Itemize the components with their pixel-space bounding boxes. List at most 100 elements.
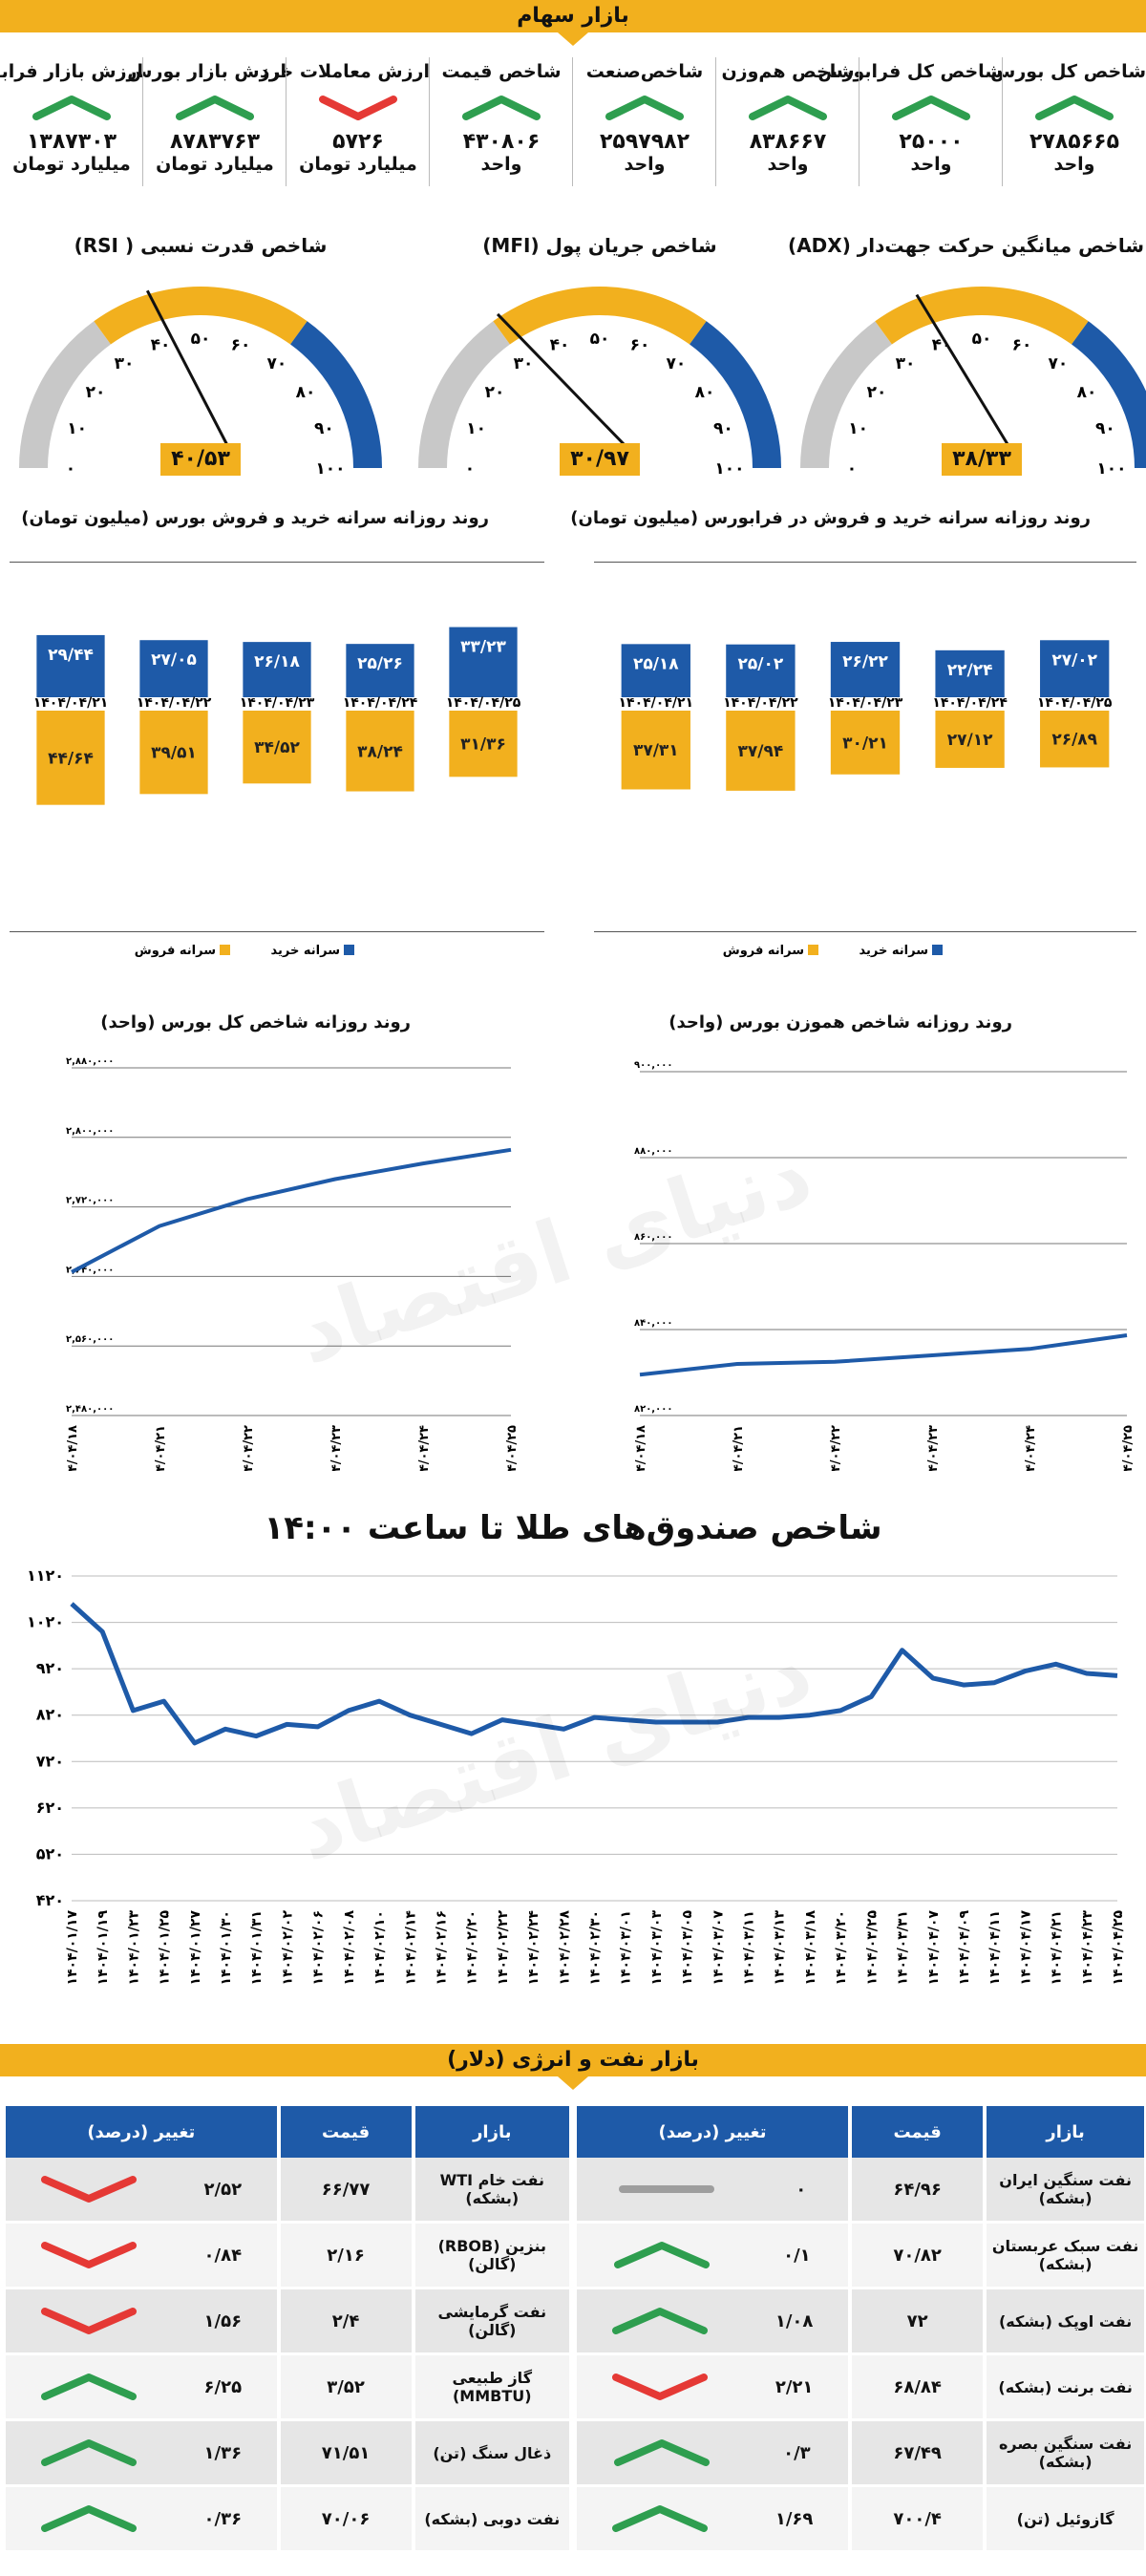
y-tick-label: ۲,۷۲۰,۰۰۰ <box>66 1196 114 1206</box>
gauge-high-zone <box>690 321 781 468</box>
y-tick-label: ۴۲۰ <box>36 1891 64 1909</box>
gauge-tick-label: ۳۰ <box>514 354 534 373</box>
category-label: ۱۴۰۴/۰۴/۲۵ <box>446 695 521 711</box>
buy-bar-label: ۳۳/۲۳ <box>460 638 506 657</box>
price-cell: ۷۰/۸۲ <box>848 2224 984 2289</box>
gauge-tick-label: ۷۰ <box>667 354 687 373</box>
stat-label: شاخص‌صنعت <box>585 61 704 82</box>
x-tick-label: ۱۴۰۴/۰۲/۲۸ <box>557 1910 572 1986</box>
change-value: ۲/۲۱ <box>775 2376 814 2397</box>
sell-bar <box>830 711 901 775</box>
bourse-per-capita-chart: ۲۹/۴۴ ۴۴/۶۴ ۱۴۰۴/۰۴/۲۱ ۲۷/۰۵ ۳۹/۵۱ ۱۴۰۴/۰۴/۲۲… <box>33 627 521 958</box>
change-cell: ۱/۶۹ <box>573 2487 849 2553</box>
market-cell: نفت خام WTI (بشکه) <box>411 2158 569 2224</box>
up-arrow-icon <box>40 2374 137 2400</box>
series-line <box>70 1602 1118 1746</box>
legend-swatch <box>220 945 230 955</box>
gauge-tick-label: ۶۰ <box>630 336 650 355</box>
gauge-tick-label: ۱۰ <box>67 419 87 438</box>
stat-unit: میلیارد تومان <box>299 154 417 175</box>
gauge-tick-label: ۴۰ <box>550 336 570 355</box>
stat-value: ۱۳۸۷۳۰۳ <box>27 130 117 154</box>
stat-divider <box>429 57 430 186</box>
y-tick-label: ۲,۴۸۰,۰۰۰ <box>66 1404 114 1415</box>
buy-bar <box>346 644 414 697</box>
buy-bar <box>449 627 518 697</box>
x-tick-label: ۱۴۰۴/۰۴/۲۲ <box>242 1425 256 1471</box>
stat-divider <box>715 57 716 186</box>
col-market: بازار <box>411 2106 569 2158</box>
table-row: نفت دوبی (بشکه) ۷۰/۰۶ ۰/۳۶ <box>2 2487 569 2553</box>
stat-label: شاخص هم‌وزن <box>721 61 855 82</box>
stat-value: ۸۷۸۳۷۶۳ <box>170 130 260 154</box>
change-value: ۰ <box>796 2179 807 2200</box>
change-cell: ۱/۰۸ <box>573 2289 849 2355</box>
gauge: ۰ ۱۰ ۲۰ ۳۰ ۴۰ ۵۰ ۶۰ ۷۰ ۸۰ ۹۰ ۱۰۰ <box>19 287 382 479</box>
gauge-tick-label: ۹۰ <box>1095 419 1115 438</box>
price-cell: ۷۰/۰۶ <box>276 2487 412 2553</box>
stock-market-band <box>0 0 1146 32</box>
x-tick-label: ۱۴۰۴/۰۲/۳۰ <box>588 1910 604 1986</box>
gauge: ۰ ۱۰ ۲۰ ۳۰ ۴۰ ۵۰ ۶۰ ۷۰ ۸۰ ۹۰ ۱۰۰ <box>418 287 781 479</box>
category-label: ۱۴۰۴/۰۴/۲۴ <box>343 695 418 711</box>
gauge-tick-label: ۴۰ <box>151 336 171 355</box>
change-value: ۶/۲۵ <box>203 2376 243 2397</box>
gauge-tick-label: ۸۰ <box>296 383 316 402</box>
x-tick-label: ۱۴۰۴/۰۴/۲۱ <box>1050 1910 1065 1986</box>
change-value: ۲/۵۲ <box>203 2179 243 2200</box>
market-cell: نفت سنگین ایران (بشکه) <box>983 2158 1144 2224</box>
x-tick-label: ۱۴۰۴/۰۳/۰۱ <box>619 1910 634 1986</box>
buy-bar <box>621 644 690 697</box>
sell-bar <box>36 711 105 805</box>
change-value: ۱/۵۶ <box>203 2310 243 2331</box>
x-tick-label: ۱۴۰۴/۰۳/۰۷ <box>711 1910 726 1986</box>
energy-title: بازار نفت و انرژی (دلار) <box>447 2048 699 2072</box>
x-tick-label: ۱۴۰۴/۰۴/۲۳ <box>1080 1910 1095 1986</box>
legend-swatch <box>932 945 943 955</box>
stat-unit: میلیارد تومان <box>12 154 131 175</box>
stat-label: شاخص قیمت <box>441 61 562 82</box>
market-cell: نفت دوبی (بشکه) <box>411 2487 569 2553</box>
change-value: ۱/۳۶ <box>203 2442 243 2463</box>
gauge-tick-label: ۶۰ <box>231 336 251 355</box>
stat-value: ۸۳۸۶۶۷ <box>749 130 827 154</box>
buy-bar <box>726 644 796 697</box>
legend-label: سرانه فروش <box>723 944 804 958</box>
legend: سرانه فروش سرانه خرید <box>135 944 354 958</box>
stat-tile: شاخص کل فرابورس ۲۵۰۰۰ واحد <box>817 32 1003 193</box>
change-cell: ۰/۸۴ <box>2 2224 277 2289</box>
buy-bar <box>935 649 1005 697</box>
gauge-tick-label: ۳۰ <box>896 354 916 373</box>
market-cell: نفت گرمایشی (گالن) <box>411 2289 569 2355</box>
gauge-tick-label: ۹۰ <box>314 419 334 438</box>
stat-tile: شاخص کل بورس ۲۷۸۵۶۶۵ واحد <box>990 32 1146 193</box>
table-row: گازوئیل (تن) ۷۰۰/۴ ۱/۶۹ <box>573 2487 1144 2553</box>
gauge-tick-label: ۹۰ <box>713 419 733 438</box>
change-cell: ۱/۵۶ <box>2 2289 277 2355</box>
sell-bar <box>449 711 518 777</box>
x-tick-label: ۱۴۰۴/۰۱/۱۹ <box>96 1910 111 1986</box>
gauge-tick-label: ۲۰ <box>485 383 505 402</box>
market-cell: نفت سنگین بصره (بشکه) <box>983 2421 1144 2487</box>
x-tick-label: ۱۴۰۴/۰۳/۱۸ <box>803 1910 818 1986</box>
gauge-tick-label: ۱۰۰ <box>315 459 345 479</box>
category-label: ۱۴۰۴/۰۴/۲۳ <box>240 695 315 711</box>
table-row: نفت اوپک (بشکه) ۷۲ ۱/۰۸ <box>573 2289 1144 2355</box>
farabourse-per-capita-chart: ۲۵/۱۸ ۳۷/۳۱ ۱۴۰۴/۰۴/۲۱ ۲۵/۰۲ ۳۷/۹۴ ۱۴۰۴/۰۴/۲۲… <box>619 640 1113 958</box>
gauge-tick-label: ۵۰ <box>191 330 211 349</box>
gauge-needle <box>496 312 630 451</box>
band-notch <box>558 32 588 46</box>
change-value: ۰/۸۴ <box>203 2245 243 2266</box>
x-tick-label: ۱۴۰۴/۰۴/۲۵ <box>1121 1425 1135 1471</box>
stat-unit: واحد <box>624 154 666 175</box>
gauge-title: شاخص میانگین حرکت جهت‌دار (ADX) <box>788 234 1144 257</box>
stat-label: شاخص کل بورس <box>990 61 1146 82</box>
buy-bar <box>243 642 311 697</box>
y-tick-label: ۲,۸۰۰,۰۰۰ <box>66 1126 114 1137</box>
sell-bar-label: ۳۹/۵۱ <box>151 744 197 763</box>
col-change: تغییر (درصد) <box>573 2106 849 2158</box>
total-index-title: روند روزانه شاخص کل بورس (واحد) <box>100 1012 411 1033</box>
y-tick-label: ۸۲۰,۰۰۰ <box>634 1404 672 1415</box>
change-cell: ۶/۲۵ <box>2 2355 277 2421</box>
change-cell: ۰ <box>573 2158 849 2224</box>
